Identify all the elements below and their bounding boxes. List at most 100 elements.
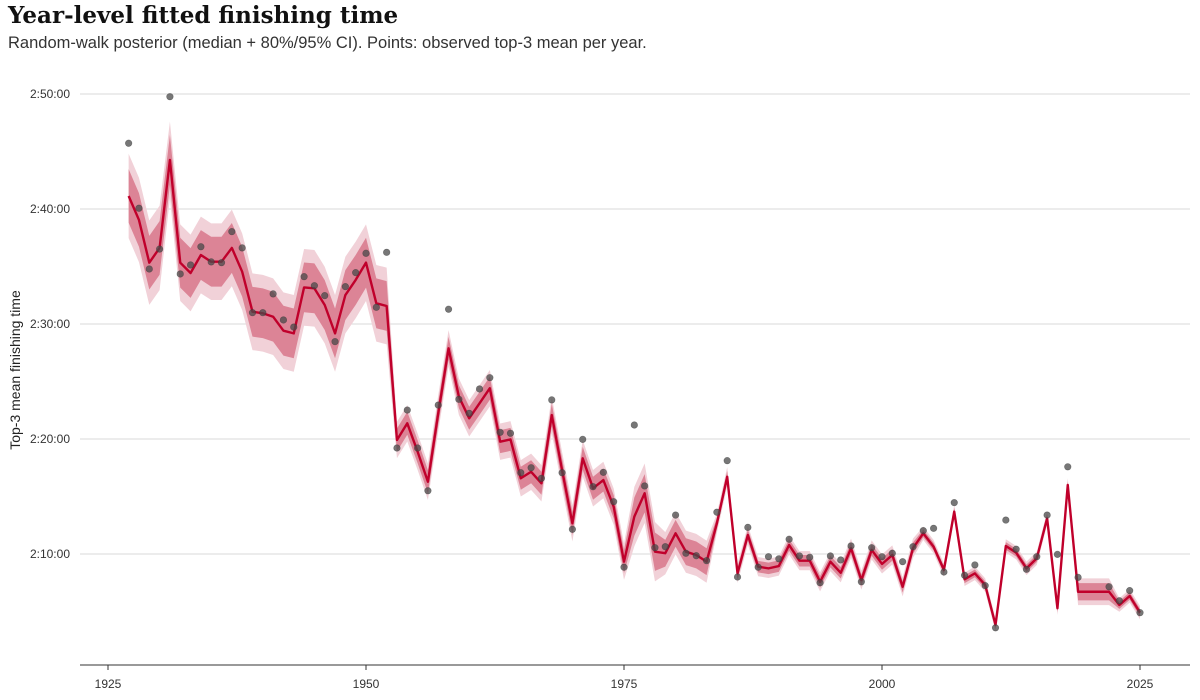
ci80-band <box>128 135 1140 629</box>
observed-point <box>1064 463 1072 471</box>
observed-point <box>331 338 339 346</box>
x-tick-label: 2025 <box>1127 677 1154 691</box>
x-axis-ticks: 1925 1950 1975 2000 2025 <box>95 665 1154 691</box>
observed-point <box>868 544 876 552</box>
observed-point <box>444 305 453 313</box>
observed-point <box>1105 583 1113 591</box>
observed-point <box>723 457 731 465</box>
observed-point <box>929 524 938 532</box>
observed-point <box>909 543 917 551</box>
observed-point <box>785 535 793 543</box>
observed-point <box>393 444 401 452</box>
observed-point <box>764 553 773 561</box>
observed-point <box>197 243 205 251</box>
ci95-band <box>128 121 1140 632</box>
observed-point <box>775 555 783 563</box>
observed-point <box>744 523 752 531</box>
observed-point <box>610 498 618 506</box>
observed-point <box>754 563 762 571</box>
observed-point <box>135 204 143 212</box>
observed-point <box>300 273 308 281</box>
observed-point <box>671 511 680 519</box>
observed-point <box>537 474 546 482</box>
observed-point <box>527 464 535 472</box>
observed-point <box>568 525 577 533</box>
observed-point <box>1074 573 1082 581</box>
observed-point <box>620 563 628 571</box>
observed-point <box>548 396 556 404</box>
observed-point <box>960 571 969 579</box>
y-tick-label: 2:10:00 <box>30 547 70 561</box>
observed-point <box>692 552 700 560</box>
observed-points <box>125 93 1144 632</box>
observed-point <box>899 558 907 566</box>
observed-point <box>290 323 298 331</box>
observed-point <box>837 556 845 564</box>
median-line <box>127 158 1142 627</box>
observed-point <box>816 579 824 587</box>
observed-point <box>795 552 804 560</box>
observed-point <box>403 406 411 414</box>
observed-point <box>341 283 349 291</box>
observed-point <box>248 309 257 317</box>
observed-point <box>1002 516 1010 524</box>
credible-bands <box>128 121 1140 632</box>
observed-point <box>517 469 525 477</box>
observed-point <box>176 270 184 278</box>
y-tick-label: 2:50:00 <box>30 87 70 101</box>
observed-point <box>950 499 958 507</box>
observed-point <box>589 483 597 491</box>
observed-point <box>919 527 927 535</box>
observed-point <box>352 269 360 277</box>
y-tick-label: 2:40:00 <box>30 202 70 216</box>
y-axis-label: Top-3 mean finishing time <box>7 290 23 450</box>
observed-point <box>826 552 835 560</box>
observed-point <box>238 244 246 252</box>
observed-point <box>713 508 721 516</box>
median-line-group <box>127 158 1142 627</box>
observed-point <box>383 248 391 256</box>
observed-point <box>1126 587 1134 595</box>
observed-point <box>1012 545 1020 553</box>
y-tick-label: 2:30:00 <box>30 317 70 331</box>
observed-point <box>1033 553 1041 561</box>
observed-point <box>362 249 370 257</box>
observed-point <box>465 409 473 417</box>
observed-point <box>857 578 865 586</box>
observed-point <box>166 93 174 101</box>
observed-point <box>475 385 484 393</box>
observed-point <box>971 561 979 569</box>
x-tick-label: 2000 <box>869 677 896 691</box>
observed-point <box>651 544 659 552</box>
observed-point <box>125 139 133 147</box>
observed-point <box>599 468 607 476</box>
y-tick-label: 2:20:00 <box>30 432 70 446</box>
observed-point <box>434 401 442 409</box>
observed-point <box>630 421 638 429</box>
observed-point <box>310 282 319 290</box>
observed-point <box>806 553 814 561</box>
observed-point <box>414 444 422 452</box>
observed-point <box>145 265 153 273</box>
observed-point <box>1043 511 1051 519</box>
observed-point <box>558 469 566 477</box>
observed-point <box>1053 550 1062 558</box>
observed-point <box>1115 597 1123 605</box>
observed-point <box>217 259 226 267</box>
chart-subtitle: Random-walk posterior (median + 80%/95% … <box>8 34 647 52</box>
observed-point <box>279 316 288 324</box>
observed-point <box>424 487 432 495</box>
observed-point <box>259 309 267 317</box>
observed-point <box>940 568 948 576</box>
observed-point <box>496 428 504 436</box>
observed-point <box>733 573 742 581</box>
observed-point <box>207 258 215 266</box>
observed-point <box>641 482 649 490</box>
observed-point <box>682 549 690 557</box>
observed-point <box>847 542 855 550</box>
y-axis-ticks: 2:10:00 2:20:00 2:30:00 2:40:00 2:50:00 <box>30 87 70 561</box>
observed-point <box>506 429 515 437</box>
observed-point <box>156 245 164 253</box>
observed-point <box>486 374 494 382</box>
observed-point <box>321 292 329 300</box>
